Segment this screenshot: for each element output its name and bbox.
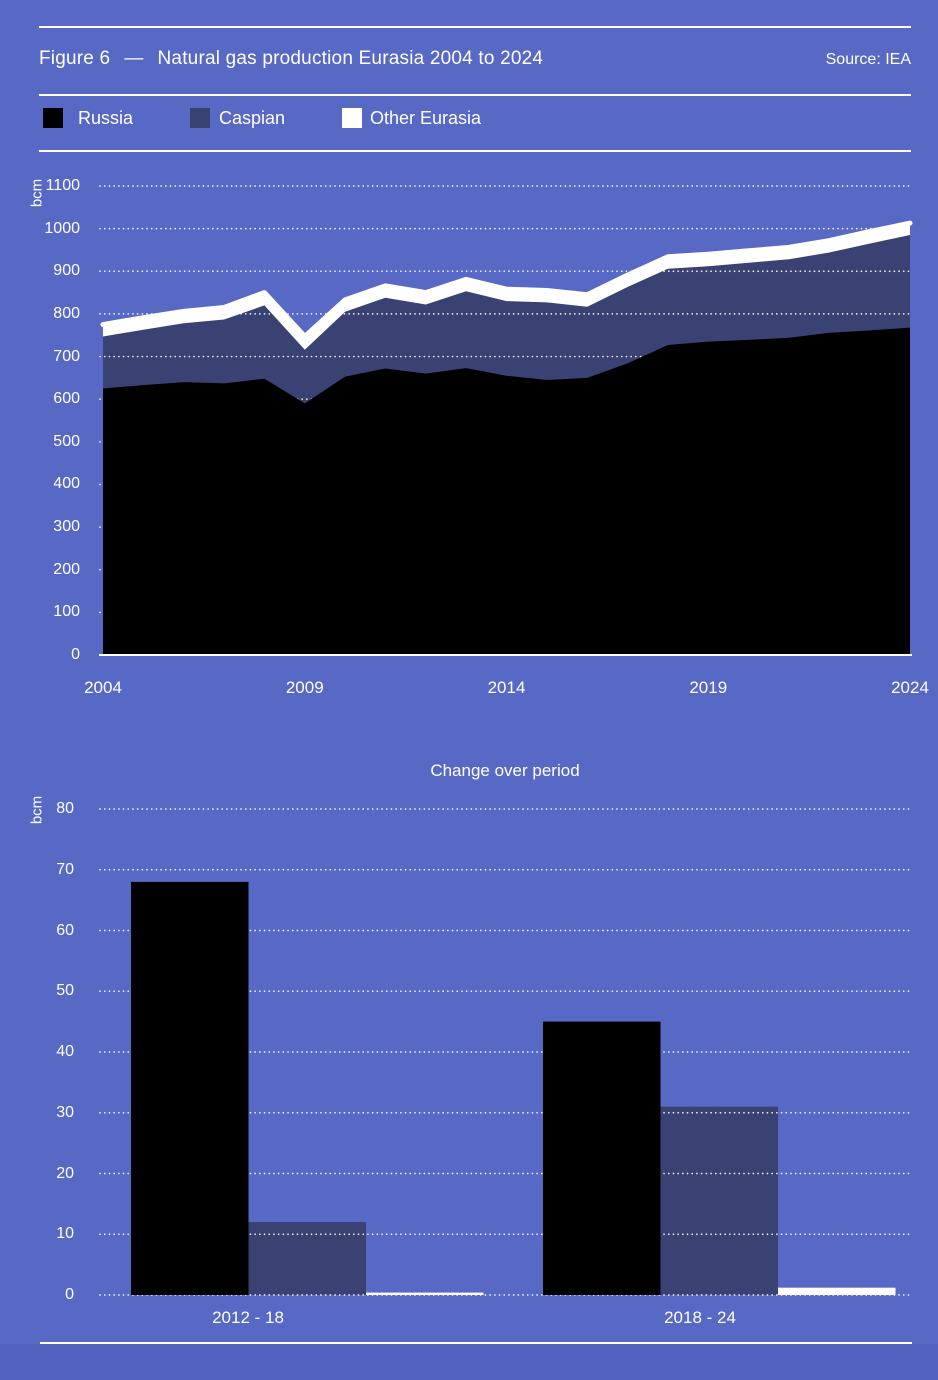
title-bottom-rule (39, 94, 911, 96)
bar-ytick-10: 10 (56, 1225, 74, 1243)
russia-bar-2 (543, 1021, 661, 1295)
bar-ytick-70: 70 (56, 860, 74, 878)
area-ytick-400: 400 (53, 475, 80, 493)
area-ytick-800: 800 (53, 304, 80, 322)
area-ytick-300: 300 (53, 518, 80, 536)
other-eurasia-swatch (342, 108, 362, 128)
bar-chart-title: Change over period (430, 761, 580, 780)
bar-ytick-40: 40 (56, 1043, 74, 1060)
figure-number: Figure 6 (39, 48, 111, 69)
figure-title-text: Natural gas production Eurasia 2004 to 2… (157, 48, 544, 69)
area-xtick-2024: 2024 (891, 678, 929, 697)
area-ytick-1100: 1100 (45, 177, 80, 194)
total-production-line (100, 220, 913, 339)
area-xtick-2014: 2014 (487, 678, 526, 697)
area-ytick-900: 900 (53, 262, 80, 280)
area-ytick-0: 0 (71, 646, 80, 663)
source-label: Source: IEA (825, 51, 911, 68)
bar-ytick-0: 0 (65, 1286, 74, 1303)
other-eurasia-bar-2 (778, 1287, 896, 1295)
bottom-strip (0, 1344, 938, 1380)
area-ytick-1000: 1000 (44, 219, 80, 237)
russia-swatch (43, 108, 63, 128)
area-ytick-700: 700 (53, 347, 80, 365)
legend-label-caspian: Caspian (219, 108, 286, 128)
bar-ytick-80: 80 (56, 800, 74, 817)
area-ytick-500: 500 (53, 432, 80, 450)
caspian-bar-1 (248, 1222, 366, 1295)
bar-ytick-50: 50 (56, 982, 74, 1000)
area-ytick-100: 100 (53, 603, 80, 621)
bar-ytick-60: 60 (56, 921, 74, 939)
area-xtick-2019: 2019 (689, 678, 728, 697)
bar-category-1: 2012 - 18 (212, 1308, 284, 1327)
figure-title: Figure 6 — Natural gas production Eurasi… (39, 48, 543, 70)
legend-bottom-rule (39, 150, 911, 152)
other-eurasia-bar-1 (366, 1292, 484, 1295)
caspian-bar-2 (660, 1106, 778, 1295)
caspian-swatch (190, 108, 210, 128)
area-ytick-600: 600 (53, 390, 80, 408)
legend-label-other: Other Eurasia (370, 108, 482, 128)
bar-ytick-30: 30 (56, 1103, 74, 1121)
bar-category-2: 2018 - 24 (664, 1308, 736, 1327)
legend-item-caspian: Caspian (190, 107, 285, 129)
legend-label-russia: Russia (78, 108, 134, 128)
bar-ytick-20: 20 (56, 1164, 74, 1182)
russia-area (103, 327, 910, 655)
title-dash: — (124, 48, 144, 69)
top-rule (39, 26, 911, 28)
legend-item-other: Other Eurasia (342, 107, 481, 129)
russia-bar-1 (131, 881, 249, 1295)
area-ytick-200: 200 (53, 560, 80, 578)
area-xtick-2009: 2009 (285, 678, 324, 697)
footer-rule (40, 1342, 912, 1344)
area-xtick-2004: 2004 (84, 678, 122, 697)
legend-item-russia: Russia (43, 107, 133, 129)
